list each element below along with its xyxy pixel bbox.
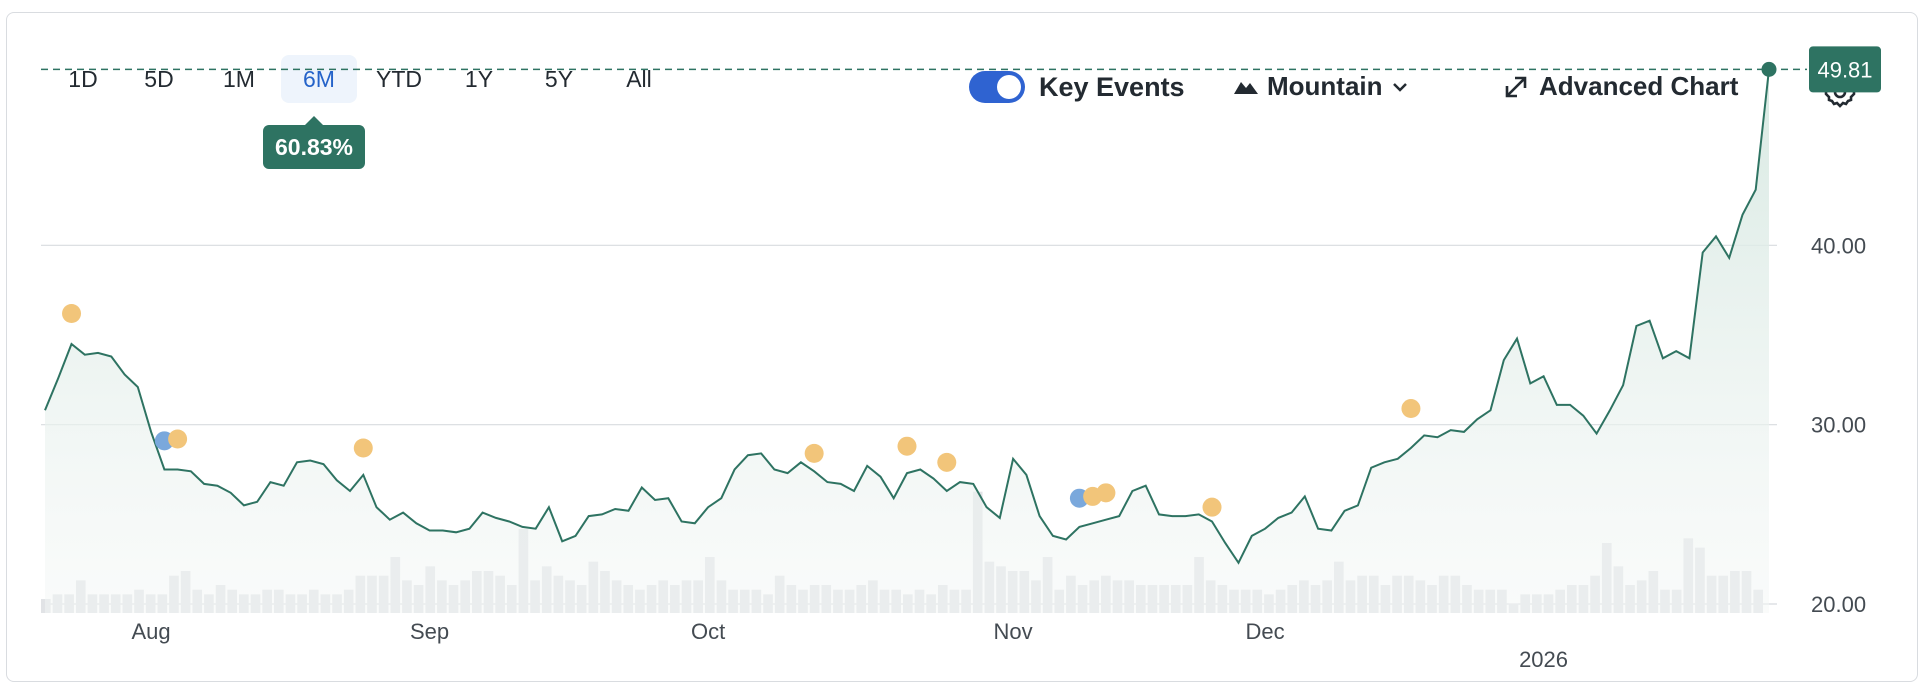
key-event-marker[interactable] [937,452,957,472]
chart-style-dropdown[interactable]: Mountain [1233,71,1409,102]
x-axis-ticks: Aug Sep Oct Nov Dec 2026 [132,619,1569,672]
key-events-label: Key Events [1039,71,1185,102]
key-event-marker[interactable] [897,436,917,456]
range-tabs: 1D 5D 1M 6M YTD 1Y 5Y All [49,55,677,103]
x-tick-label: Dec [1245,619,1284,644]
x-tick-label: Sep [410,619,449,644]
key-event-marker[interactable] [1096,483,1116,503]
y-axis-ticks: 20.00 30.00 40.00 [1811,233,1866,617]
key-event-marker[interactable] [1401,399,1421,419]
range-tab-6m[interactable]: 6M [281,55,357,103]
y-tick-label: 20.00 [1811,592,1866,617]
key-events-markers [62,303,1421,517]
chart-style-label: Mountain [1267,71,1383,101]
x-tick-label: Oct [691,619,725,644]
expand-icon [1505,76,1527,97]
key-events-control[interactable]: Key Events [969,71,1185,103]
key-event-marker[interactable] [1202,497,1222,517]
price-area [45,69,1769,613]
price-line [44,69,1770,565]
stock-chart-card: 1D 5D 1M 6M YTD 1Y 5Y All 60.83% Key Events Mou… [6,12,1918,682]
key-event-marker[interactable] [62,303,82,323]
x-tick-label: Nov [994,619,1033,644]
current-price-dot [1761,61,1777,77]
price-chart[interactable]: 49.81 20.00 30.00 40.00 Aug Sep Oct Nov Dec 202… [7,13,1919,683]
x-tick-label: 2026 [1519,647,1568,672]
y-tick-label: 40.00 [1811,233,1866,258]
chevron-down-icon [1392,82,1407,92]
key-event-marker[interactable] [168,429,188,449]
x-tick-label: Aug [132,619,171,644]
toggle-icon[interactable] [969,71,1025,103]
mountain-icon [1234,81,1258,94]
current-price-label: 49.81 [1817,57,1872,82]
y-tick-label: 30.00 [1811,413,1866,438]
advanced-chart-button[interactable]: Advanced Chart [1503,71,1738,102]
current-price-badge: 49.81 [1809,46,1881,93]
advanced-chart-label: Advanced Chart [1539,71,1739,101]
key-event-marker[interactable] [804,443,824,463]
key-event-marker[interactable] [353,438,373,458]
change-percent: 60.83% [275,133,354,160]
chart-toolbar: 1D 5D 1M 6M YTD 1Y 5Y All 60.83% Key Events Mou… [7,13,1917,169]
change-tooltip: 60.83% [263,116,366,169]
